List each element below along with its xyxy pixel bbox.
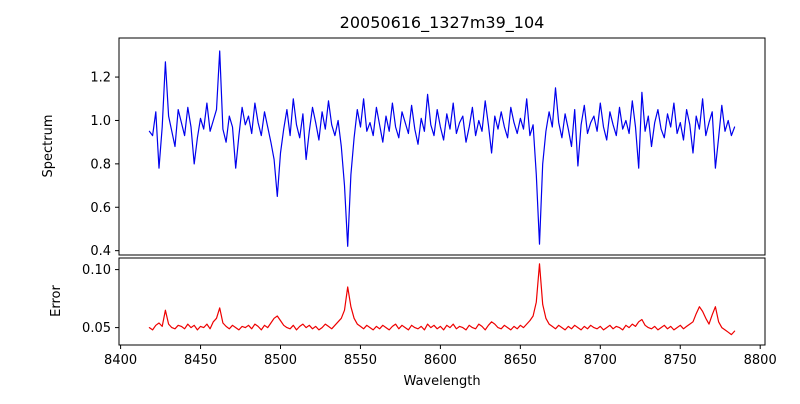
svg-text:0.6: 0.6 [90,201,111,216]
svg-text:8750: 8750 [664,353,697,368]
error-panel: 0.05 0.10 [82,257,766,346]
svg-text:8450: 8450 [184,353,217,368]
x-axis-label: Wavelength [403,374,480,389]
y-axis-label-spectrum: Spectrum [41,115,56,178]
x-axis-ticks: 8400 8450 8500 8550 8600 8650 8700 8750 8800 [104,345,777,368]
svg-text:0.8: 0.8 [90,157,111,172]
svg-text:8550: 8550 [344,353,377,368]
plot-title: 20050616_1327m39_104 [340,13,545,33]
y-axis-label-error: Error [49,285,64,317]
svg-text:1.0: 1.0 [90,114,111,129]
svg-text:8400: 8400 [104,353,137,368]
svg-text:0.10: 0.10 [82,263,111,278]
svg-text:1.2: 1.2 [90,71,111,86]
svg-text:8500: 8500 [264,353,297,368]
svg-text:0.4: 0.4 [90,244,111,259]
svg-text:0.05: 0.05 [82,321,111,336]
spectrum-panel: 0.4 0.6 0.8 1.0 1.2 [90,37,766,259]
svg-text:8600: 8600 [424,353,457,368]
svg-text:8800: 8800 [744,353,777,368]
svg-text:8700: 8700 [584,353,617,368]
svg-text:8650: 8650 [504,353,537,368]
